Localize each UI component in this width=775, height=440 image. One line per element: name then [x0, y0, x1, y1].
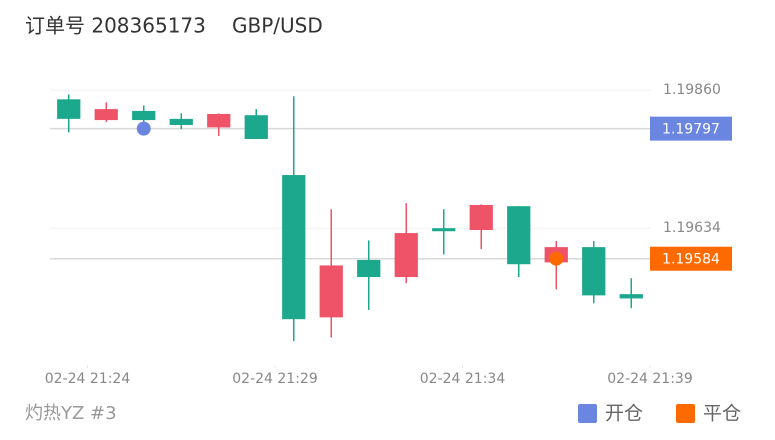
- account: 灼热YZ #3: [25, 403, 117, 424]
- y-tick-label: 1.19860: [663, 82, 721, 98]
- candle-body: [132, 110, 156, 121]
- x-tick-label: 02-24 21:29: [232, 371, 317, 387]
- trade-marker: [136, 121, 151, 136]
- y-tick-label: 1.19634: [663, 220, 721, 236]
- order-number: 订单号 208365173: [25, 14, 206, 38]
- price-label: 1.19797: [662, 122, 720, 138]
- price-label: 1.19584: [662, 252, 720, 268]
- trade-marker: [549, 251, 564, 266]
- x-tick-label: 02-24 21:34: [420, 371, 506, 387]
- symbol: GBP/USD: [232, 14, 323, 38]
- x-tick-label: 02-24 21:39: [607, 371, 692, 387]
- candle-body: [57, 99, 81, 119]
- candle-body: [207, 113, 231, 128]
- legend-label: 开仓: [605, 403, 643, 425]
- legend-swatch: [676, 404, 695, 423]
- legend-swatch: [578, 404, 597, 423]
- candle-body: [244, 115, 268, 140]
- candle-body: [507, 206, 531, 265]
- candle-body: [582, 247, 606, 296]
- candle-body: [357, 259, 381, 278]
- legend-label: 平仓: [703, 403, 741, 425]
- candle-body: [319, 265, 343, 318]
- candle-body: [469, 204, 493, 231]
- candle-body: [282, 175, 306, 320]
- candle-body: [394, 233, 418, 278]
- candle-body: [94, 109, 118, 121]
- candle-body: [169, 118, 193, 125]
- price-label-box: [650, 246, 732, 271]
- x-tick-label: 02-24 21:24: [45, 371, 131, 387]
- candle-body: [432, 228, 456, 232]
- price-label-box: [650, 116, 732, 141]
- candle-body: [619, 294, 643, 299]
